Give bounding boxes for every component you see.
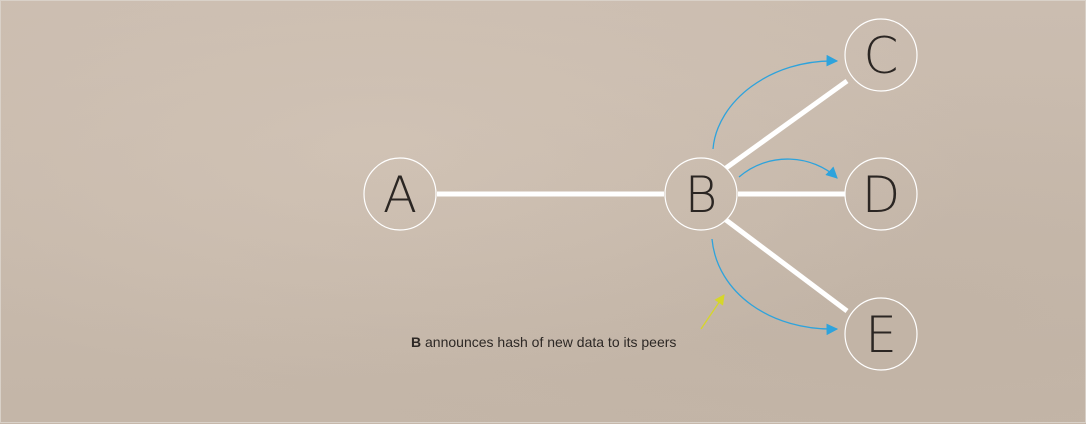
caption-bold: B (411, 334, 422, 350)
announce-arrow-b-d (738, 158, 838, 179)
node-a: A (363, 157, 437, 231)
caption-text: announces hash of new data to its peers (421, 334, 677, 350)
node-b: B (664, 157, 738, 231)
node-e-label: E (865, 306, 897, 364)
node-a-label: A (383, 166, 417, 224)
node-c-label: C (864, 27, 899, 85)
edge-b-c (724, 78, 849, 171)
announce-arrow-b-c (712, 54, 839, 150)
node-d-label: D (862, 166, 901, 224)
node-b-label: B (685, 166, 718, 224)
node-e: E (844, 297, 918, 371)
edge-b-e (724, 218, 849, 313)
node-c: C (844, 18, 918, 92)
caption: B announces hash of new data to its peer… (411, 334, 676, 350)
announce-arrow-b-e (711, 238, 839, 336)
node-d: D (844, 157, 918, 231)
caption-pointer-arrow (700, 294, 725, 330)
